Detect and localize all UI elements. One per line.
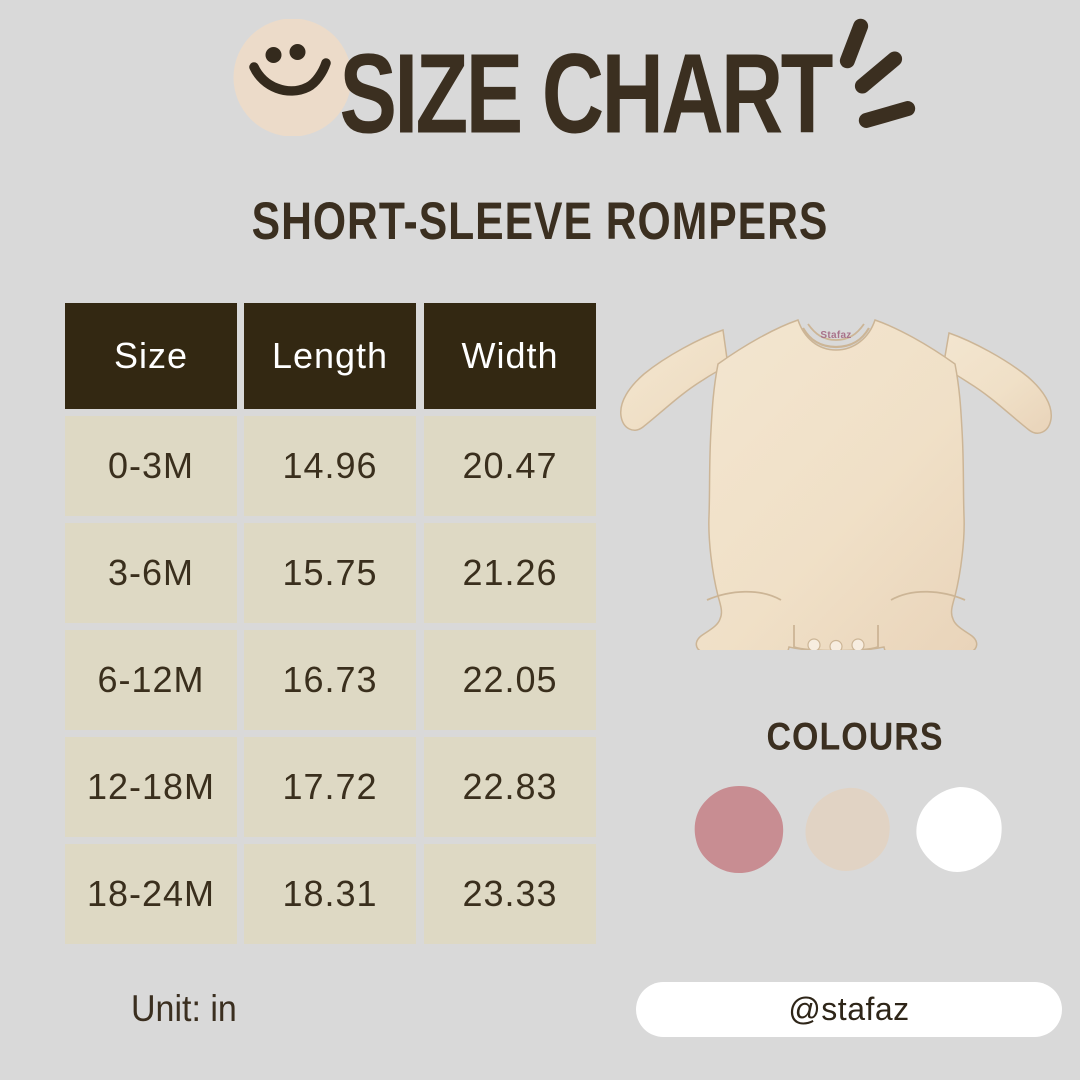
svg-text:Stafaz: Stafaz [820, 330, 851, 341]
